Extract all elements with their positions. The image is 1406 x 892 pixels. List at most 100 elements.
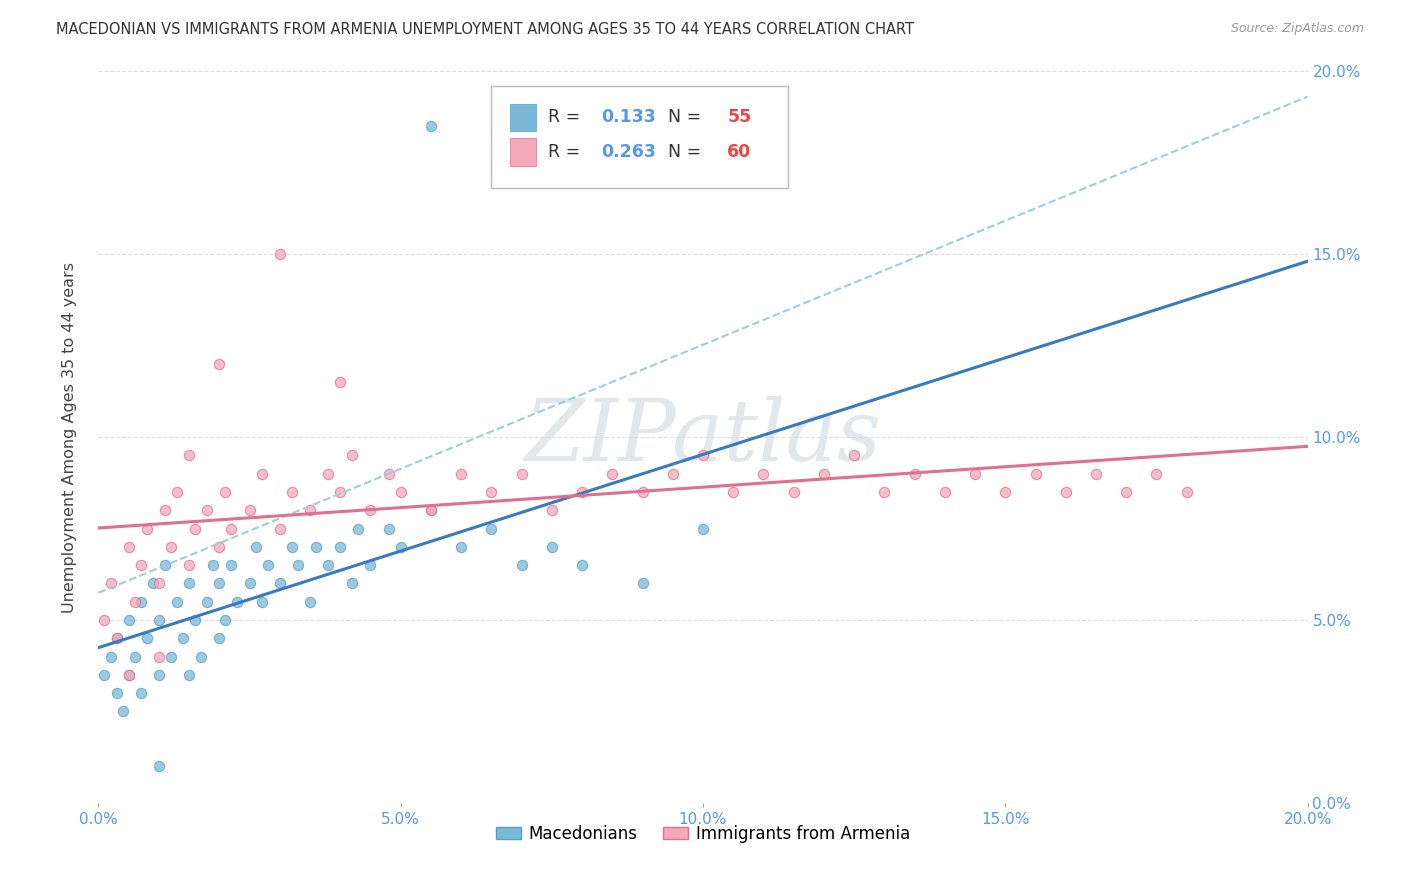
Point xyxy=(377,521,399,535)
Point xyxy=(256,558,278,573)
Point xyxy=(93,667,115,681)
Point xyxy=(420,120,443,134)
Point xyxy=(195,594,218,608)
Point xyxy=(221,521,243,535)
Point xyxy=(202,558,225,573)
Point xyxy=(481,485,503,500)
Point xyxy=(631,485,654,500)
Point xyxy=(135,521,157,535)
Point xyxy=(172,632,194,646)
Point xyxy=(299,503,322,517)
Point xyxy=(661,467,683,481)
Text: 55: 55 xyxy=(727,109,751,127)
Point xyxy=(281,485,304,500)
Point xyxy=(813,467,835,481)
Point xyxy=(179,667,201,681)
Point xyxy=(269,247,291,261)
Point xyxy=(540,503,562,517)
Point xyxy=(540,540,562,554)
Point xyxy=(239,503,262,517)
Text: R =: R = xyxy=(548,109,586,127)
Text: N =: N = xyxy=(657,143,707,161)
Point xyxy=(208,632,231,646)
Point xyxy=(129,594,152,608)
Point xyxy=(153,503,176,517)
Point xyxy=(184,613,207,627)
Point xyxy=(994,485,1017,500)
Point xyxy=(420,503,443,517)
Point xyxy=(148,576,170,591)
Point xyxy=(245,540,267,554)
Point xyxy=(1175,485,1198,500)
Point xyxy=(873,485,896,500)
Point xyxy=(1144,467,1167,481)
Point xyxy=(316,467,339,481)
Point xyxy=(783,485,806,500)
Point xyxy=(148,759,170,773)
FancyBboxPatch shape xyxy=(509,103,536,131)
Point xyxy=(342,448,364,462)
Point xyxy=(118,540,141,554)
Text: ZIPatlas: ZIPatlas xyxy=(524,396,882,478)
Point xyxy=(124,649,146,664)
Point xyxy=(602,467,624,481)
Point xyxy=(208,357,231,371)
Point xyxy=(299,594,322,608)
Text: 0.133: 0.133 xyxy=(602,109,657,127)
Point xyxy=(287,558,309,573)
Point xyxy=(135,632,157,646)
Point xyxy=(250,467,273,481)
Point xyxy=(100,649,122,664)
Point xyxy=(844,448,866,462)
Point xyxy=(389,485,412,500)
Point xyxy=(329,375,352,389)
Point xyxy=(305,540,328,554)
Legend: Macedonians, Immigrants from Armenia: Macedonians, Immigrants from Armenia xyxy=(489,818,917,849)
Point xyxy=(105,632,128,646)
Point xyxy=(1085,467,1108,481)
Point xyxy=(105,686,128,700)
Point xyxy=(214,613,236,627)
Point xyxy=(148,613,170,627)
Point xyxy=(692,448,714,462)
Point xyxy=(208,576,231,591)
Point xyxy=(195,503,218,517)
Point xyxy=(153,558,176,573)
Point xyxy=(904,467,927,481)
Point xyxy=(389,540,412,554)
Point xyxy=(481,521,503,535)
Point xyxy=(142,576,165,591)
Point xyxy=(179,448,201,462)
Point xyxy=(510,558,533,573)
Point xyxy=(100,576,122,591)
Point xyxy=(723,485,745,500)
Text: 0.263: 0.263 xyxy=(602,143,657,161)
Point xyxy=(269,576,291,591)
Point xyxy=(965,467,987,481)
Point xyxy=(934,485,956,500)
Point xyxy=(752,467,775,481)
Point xyxy=(129,686,152,700)
Point xyxy=(450,540,472,554)
Text: R =: R = xyxy=(548,143,586,161)
Point xyxy=(226,594,249,608)
Point xyxy=(179,576,201,591)
FancyBboxPatch shape xyxy=(509,138,536,166)
Point xyxy=(208,540,231,554)
Point xyxy=(239,576,262,591)
Point xyxy=(166,485,188,500)
Point xyxy=(1115,485,1137,500)
Text: Source: ZipAtlas.com: Source: ZipAtlas.com xyxy=(1230,22,1364,36)
Y-axis label: Unemployment Among Ages 35 to 44 years: Unemployment Among Ages 35 to 44 years xyxy=(62,261,77,613)
Point xyxy=(631,576,654,591)
Point xyxy=(450,467,472,481)
Point xyxy=(1054,485,1077,500)
Point xyxy=(184,521,207,535)
Point xyxy=(510,467,533,481)
Point xyxy=(342,576,364,591)
Point xyxy=(129,558,152,573)
Point xyxy=(93,613,115,627)
Point xyxy=(360,558,382,573)
Point xyxy=(190,649,212,664)
Point xyxy=(360,503,382,517)
